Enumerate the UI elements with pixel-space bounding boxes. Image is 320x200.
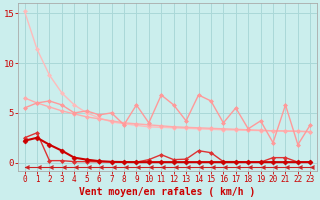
X-axis label: Vent moyen/en rafales ( km/h ): Vent moyen/en rafales ( km/h ) (79, 187, 256, 197)
